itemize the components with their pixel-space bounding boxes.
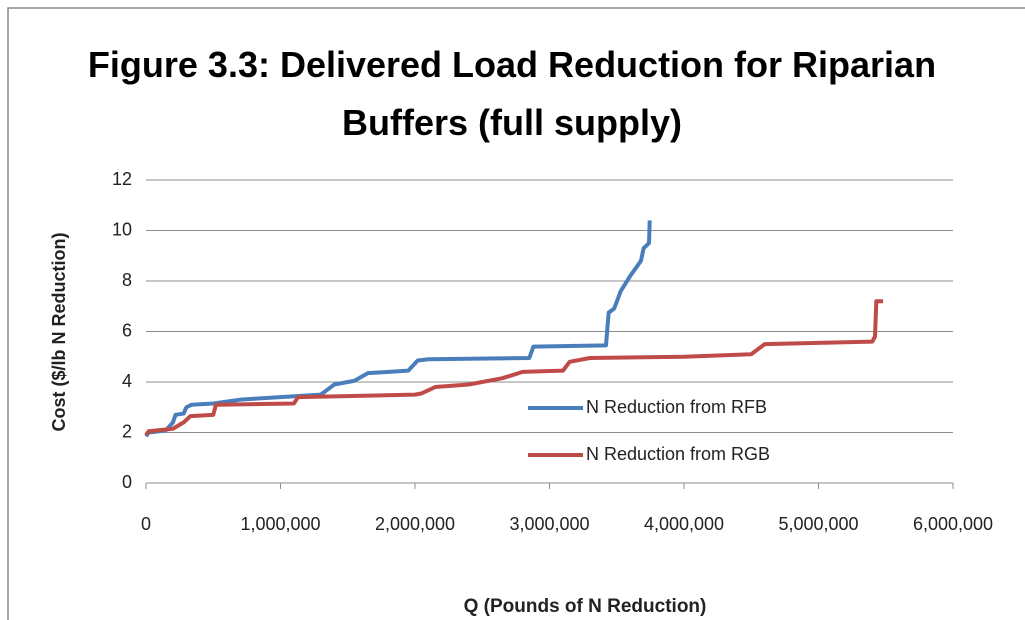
x-tick-label: 3,000,000 xyxy=(509,514,589,534)
x-tick-label: 5,000,000 xyxy=(778,514,858,534)
x-tick-label: 1,000,000 xyxy=(240,514,320,534)
y-tick-label: 4 xyxy=(122,371,132,391)
line-series xyxy=(144,299,884,437)
y-tick-label: 8 xyxy=(122,270,132,290)
x-tick-label: 2,000,000 xyxy=(375,514,455,534)
y-tick-label: 6 xyxy=(122,320,132,340)
chart-title: Figure 3.3: Delivered Load Reduction for… xyxy=(87,44,937,143)
y-tick-label: 2 xyxy=(122,421,132,441)
y-tick-label: 10 xyxy=(112,219,132,239)
x-tick-label: 6,000,000 xyxy=(913,514,993,534)
x-tick-label: 0 xyxy=(141,514,151,534)
y-axis-label: Cost ($/lb N Reduction) xyxy=(49,233,69,432)
legend-label: N Reduction from RFB xyxy=(586,397,767,417)
chart-border xyxy=(7,7,1025,620)
y-tick-label: 0 xyxy=(122,472,132,492)
x-tick-label: 4,000,000 xyxy=(644,514,724,534)
x-axis-label: Q (Pounds of N Reduction) xyxy=(464,596,707,617)
line-series xyxy=(144,220,652,438)
legend-label: N Reduction from RGB xyxy=(586,444,770,464)
y-tick-label: 12 xyxy=(112,169,132,189)
